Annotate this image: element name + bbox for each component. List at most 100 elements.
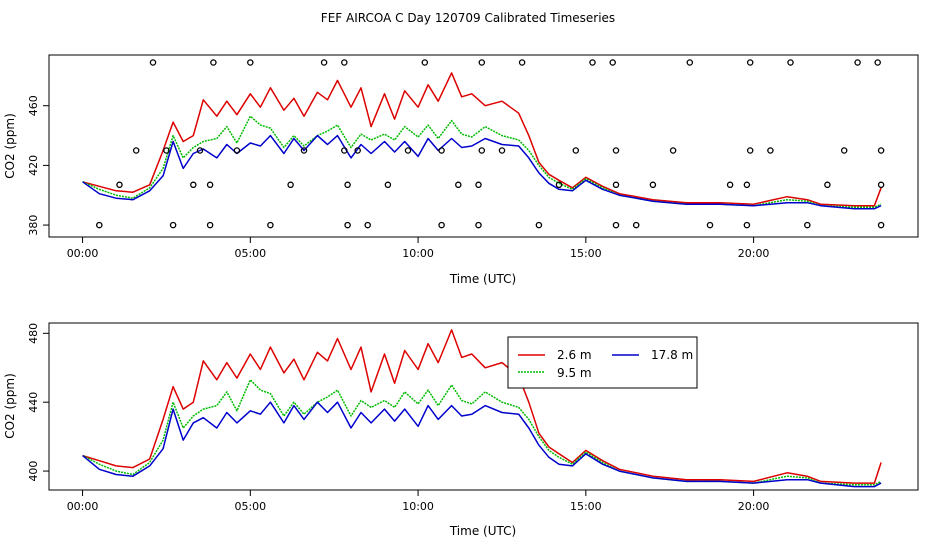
legend-label-17-8m: 17.8 m bbox=[651, 348, 693, 362]
panel-top-x-tick-label: 05:00 bbox=[234, 247, 266, 260]
panel-top-marker-point bbox=[746, 147, 754, 154]
panel-bottom-x-axis: 00:00 05:00 10:00 15:00 20:00 bbox=[67, 490, 770, 513]
panel-top-marker-point bbox=[116, 181, 123, 189]
legend-label-9-5m: 9.5 m bbox=[557, 366, 592, 380]
legend: 2.6 m 17.8 m 9.5 m bbox=[507, 336, 698, 389]
panel-top-marker-point bbox=[438, 221, 445, 229]
panel-top-y-axis: 380 420 460 bbox=[27, 95, 49, 236]
panel-bottom-co2-timeseries: 00:00 05:00 10:00 15:00 20:00 400 440 480 Time… bbox=[3, 322, 919, 538]
panel-top-marker-point bbox=[169, 221, 177, 229]
panel-top-marker-point bbox=[206, 181, 214, 189]
panel-top-marker-point bbox=[612, 181, 620, 189]
panel-top-marker-point bbox=[475, 181, 482, 189]
panel-top-marker-point bbox=[632, 221, 640, 229]
panel-top-markers-group bbox=[96, 59, 885, 229]
panel-top-x-tick-label: 15:00 bbox=[570, 247, 602, 260]
panel-bottom-y-label: CO2 (ppm) bbox=[3, 373, 17, 439]
panel-top-marker-point bbox=[341, 59, 348, 66]
panel-top-marker-point bbox=[341, 147, 348, 154]
panel-top-x-tick-label: 20:00 bbox=[738, 247, 770, 260]
panel-top-x-tick-label: 10:00 bbox=[402, 247, 434, 260]
panel-top-marker-point bbox=[344, 181, 351, 189]
panel-bottom-y-tick-label: 480 bbox=[27, 323, 40, 344]
panel-top-marker-point bbox=[877, 147, 885, 154]
panel-top-series-line-9-5m bbox=[82, 115, 882, 208]
panel-top-marker-point bbox=[649, 181, 657, 189]
panel-top-marker-point bbox=[344, 221, 351, 229]
panel-top-marker-point bbox=[787, 59, 794, 66]
panel-top-x-tick-label: 00:00 bbox=[67, 247, 99, 260]
panel-bottom-y-tick-label: 440 bbox=[27, 392, 40, 413]
panel-top-marker-point bbox=[877, 181, 885, 189]
panel-bottom-series-line-17-8m bbox=[82, 401, 882, 488]
panel-top-marker-point bbox=[877, 221, 885, 229]
panel-bottom-x-tick-label: 00:00 bbox=[67, 500, 99, 513]
panel-top-marker-point bbox=[874, 59, 881, 66]
panel-top-marker-point bbox=[478, 147, 486, 154]
panel-bottom-series-group bbox=[82, 329, 882, 488]
panel-bottom-frame bbox=[48, 322, 919, 491]
panel-top-marker-point bbox=[190, 181, 197, 189]
panel-top-marker-point bbox=[518, 59, 526, 66]
panel-top-marker-point bbox=[609, 59, 616, 66]
panel-bottom-series-line-2-6m bbox=[82, 329, 882, 484]
panel-bottom-x-tick-label: 10:00 bbox=[402, 500, 434, 513]
panel-top-marker-point bbox=[612, 147, 620, 154]
panel-top-marker-point bbox=[267, 221, 274, 229]
panel-top-series-line-2-6m bbox=[82, 72, 882, 207]
panel-bottom-y-axis: 400 440 480 bbox=[27, 323, 49, 482]
panel-top-marker-point bbox=[726, 181, 734, 189]
panel-top-marker-point bbox=[438, 147, 445, 154]
panel-top-marker-point bbox=[247, 59, 254, 66]
panel-top-marker-point bbox=[475, 221, 482, 229]
panel-top-marker-point bbox=[767, 147, 774, 154]
panel-top-y-label: CO2 (ppm) bbox=[3, 113, 17, 179]
panel-top-marker-point bbox=[804, 221, 811, 229]
panel-top-marker-point bbox=[746, 59, 754, 66]
panel-top-marker-point bbox=[854, 59, 861, 66]
panel-top-marker-point bbox=[233, 147, 241, 154]
panel-top-y-tick-label: 380 bbox=[27, 215, 40, 236]
panel-top-marker-point bbox=[840, 147, 848, 154]
panel-top-marker-point bbox=[149, 59, 157, 66]
panel-bottom-x-tick-label: 05:00 bbox=[234, 500, 266, 513]
panel-bottom-x-label: Time (UTC) bbox=[449, 524, 516, 538]
panel-top-marker-point bbox=[498, 147, 506, 154]
panel-top-marker-point bbox=[132, 147, 140, 154]
panel-top-marker-point bbox=[196, 147, 204, 154]
panel-top-marker-point bbox=[300, 147, 308, 154]
panel-top-marker-point bbox=[743, 181, 751, 189]
panel-top-x-label: Time (UTC) bbox=[449, 272, 516, 286]
panel-top-marker-point bbox=[163, 147, 170, 154]
panel-top-frame bbox=[48, 54, 919, 238]
legend-label-2-6m: 2.6 m bbox=[557, 348, 592, 362]
panel-bottom-y-tick-label: 400 bbox=[27, 461, 40, 482]
panel-top-marker-point bbox=[589, 59, 596, 66]
panel-top-marker-point bbox=[535, 221, 543, 229]
panel-top-marker-point bbox=[743, 221, 751, 229]
panel-bottom-x-tick-label: 15:00 bbox=[570, 500, 602, 513]
panel-top-y-tick-label: 460 bbox=[27, 95, 40, 116]
panel-top-marker-point bbox=[478, 59, 486, 66]
panel-top-marker-point bbox=[686, 59, 694, 66]
panel-top-marker-point bbox=[287, 181, 294, 189]
panel-top-series-line-17-8m bbox=[82, 134, 882, 210]
panel-top-marker-point bbox=[455, 181, 462, 189]
panel-top-y-tick-label: 420 bbox=[27, 155, 40, 176]
panel-bottom-x-tick-label: 20:00 bbox=[738, 500, 770, 513]
panel-top-series-group bbox=[82, 72, 882, 210]
panel-top-marker-point bbox=[354, 147, 361, 154]
panel-top-marker-point bbox=[706, 221, 714, 229]
panel-top-marker-point bbox=[206, 221, 214, 229]
figure-title: FEF AIRCOA C Day 120709 Calibrated Times… bbox=[321, 11, 615, 25]
panel-top-marker-point bbox=[824, 181, 831, 189]
panel-top-marker-point bbox=[404, 147, 412, 154]
panel-top-marker-point bbox=[421, 59, 429, 66]
panel-top-marker-point bbox=[555, 181, 563, 189]
panel-top-marker-point bbox=[320, 59, 328, 66]
panel-top-marker-point bbox=[612, 221, 620, 229]
panel-bottom-series-line-9-5m bbox=[82, 379, 882, 486]
panel-top-x-axis: 00:00 05:00 10:00 15:00 20:00 bbox=[67, 237, 770, 260]
panel-top-marker-point bbox=[572, 147, 580, 154]
